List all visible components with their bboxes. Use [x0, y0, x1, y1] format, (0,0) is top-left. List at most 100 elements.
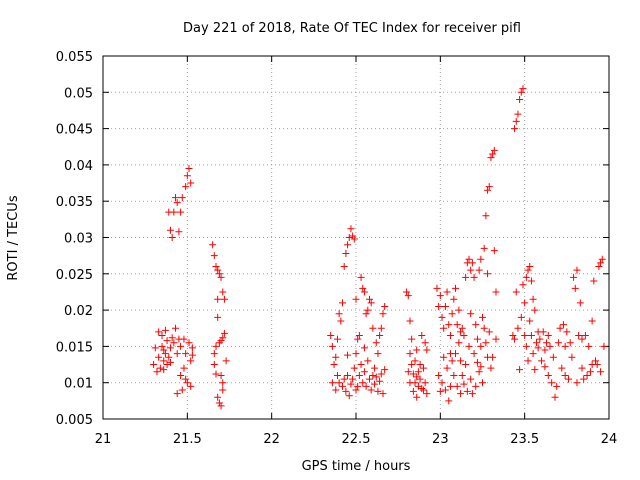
data-point: [345, 392, 353, 400]
data-point: [511, 125, 519, 133]
data-point: [595, 263, 603, 271]
data-point: [421, 379, 429, 387]
y-tick-label: 0.01: [64, 377, 93, 392]
data-point: [406, 350, 414, 358]
data-point: [359, 379, 367, 387]
data-point: [472, 382, 480, 390]
data-point: [409, 370, 417, 378]
data-point: [536, 335, 544, 343]
data-point: [423, 390, 431, 398]
data-point: [354, 335, 362, 343]
data-point: [183, 379, 191, 387]
data-point: [156, 364, 164, 372]
data-point: [592, 357, 600, 365]
data-point: [452, 284, 460, 292]
data-point: [460, 380, 468, 388]
data-point: [376, 332, 384, 340]
data-point: [457, 390, 465, 398]
data-point: [367, 299, 375, 307]
data-point: [352, 295, 360, 303]
data-point: [490, 146, 498, 154]
data-point: [158, 332, 166, 340]
data-point: [519, 281, 527, 289]
data-point: [472, 321, 480, 329]
data-point: [527, 277, 535, 285]
data-point: [512, 117, 520, 125]
data-point: [516, 366, 524, 374]
data-point: [565, 375, 573, 383]
data-point: [443, 364, 451, 372]
data-point: [482, 212, 490, 220]
data-point: [327, 332, 335, 340]
data-point: [462, 273, 470, 281]
data-point: [568, 353, 576, 361]
data-point: [214, 393, 222, 401]
data-point: [349, 375, 357, 383]
chart-title: Day 221 of 2018, Rate Of TEC Index for r…: [183, 21, 521, 36]
data-point: [519, 85, 527, 93]
data-point: [362, 382, 370, 390]
data-point: [332, 386, 340, 394]
data-point: [335, 379, 343, 387]
y-tick-label: 0.005: [56, 413, 93, 428]
data-point: [404, 368, 412, 376]
data-point: [182, 375, 190, 383]
data-point: [453, 382, 461, 390]
y-axis-label: ROTI / TECUs: [6, 195, 21, 280]
data-point: [355, 332, 363, 340]
data-point: [168, 334, 176, 342]
data-point: [522, 273, 530, 281]
data-point: [160, 357, 168, 365]
data-point: [219, 379, 227, 387]
data-point: [349, 232, 357, 240]
data-point: [460, 332, 468, 340]
data-point: [475, 266, 483, 274]
data-point: [534, 344, 542, 352]
data-point: [446, 382, 454, 390]
data-point: [526, 263, 534, 271]
data-point: [446, 350, 454, 358]
data-point: [467, 266, 475, 274]
data-point: [155, 353, 163, 361]
data-point: [597, 368, 605, 376]
x-tick-label: 22: [263, 432, 280, 447]
y-tick-label: 0.015: [56, 340, 93, 355]
data-point: [209, 241, 217, 249]
data-point: [414, 368, 422, 376]
data-point: [170, 208, 178, 216]
data-point: [381, 366, 389, 374]
data-point: [408, 335, 416, 343]
data-point: [484, 270, 492, 278]
data-point: [350, 364, 358, 372]
data-point: [416, 361, 424, 369]
data-point: [178, 194, 186, 202]
data-point: [438, 313, 446, 321]
data-point: [453, 321, 461, 329]
data-point: [413, 373, 421, 381]
data-point: [170, 339, 178, 347]
data-point: [463, 387, 471, 395]
data-point: [212, 263, 220, 271]
data-point: [381, 302, 389, 310]
data-point: [477, 342, 485, 350]
data-point: [549, 353, 557, 361]
data-point: [597, 259, 605, 267]
data-point: [374, 387, 382, 395]
data-point: [445, 397, 453, 405]
data-point: [166, 358, 174, 366]
data-point: [457, 357, 465, 365]
data-point: [445, 321, 453, 329]
y-tick-label: 0.045: [56, 123, 93, 138]
data-point: [344, 351, 352, 359]
data-point: [172, 324, 180, 332]
data-point: [482, 339, 490, 347]
data-point: [440, 324, 448, 332]
data-point: [371, 380, 379, 388]
data-point: [173, 350, 181, 358]
data-point: [160, 346, 168, 354]
data-point: [215, 270, 223, 278]
y-tick-label: 0.035: [56, 195, 93, 210]
data-point: [516, 96, 524, 104]
data-point: [514, 324, 522, 332]
